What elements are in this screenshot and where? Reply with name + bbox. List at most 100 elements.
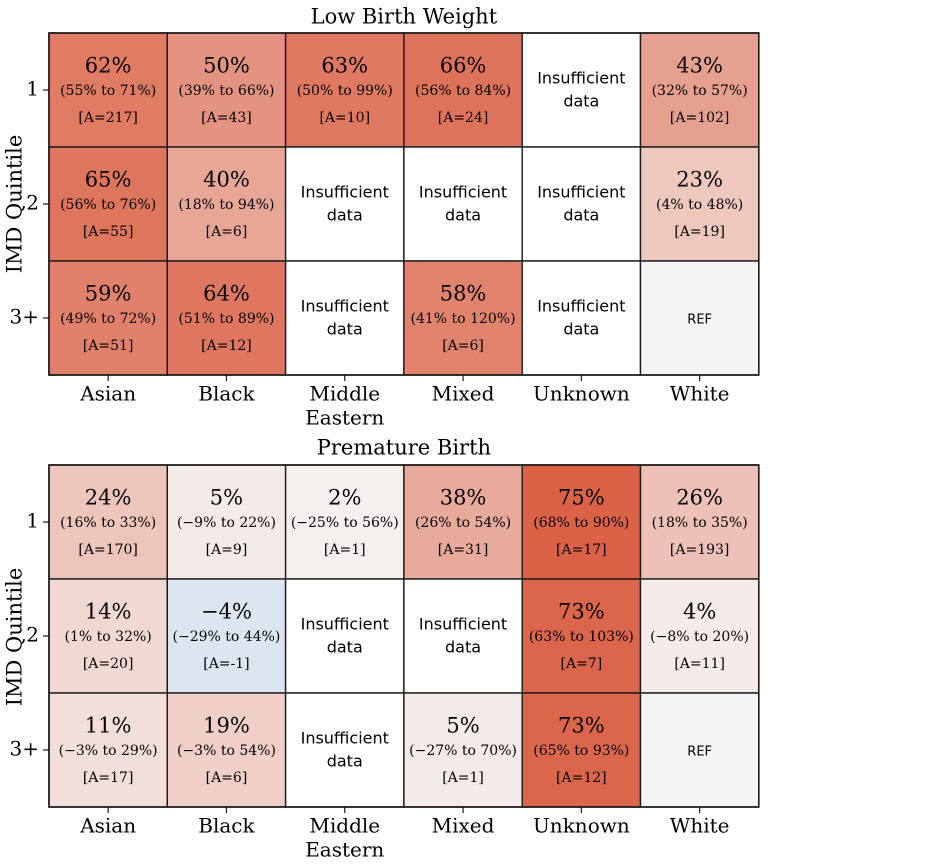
cell-a-label: [A=20] (83, 656, 134, 672)
insufficient-data-label: Insufficient (301, 183, 389, 202)
x-tick-label: White (670, 382, 730, 406)
cell-a-label: [A=12] (556, 770, 607, 786)
heatmap-frame (48, 464, 760, 808)
cell-a-label: [A=55] (83, 224, 134, 240)
cell-ci-label: (39% to 66%) (178, 83, 274, 99)
x-tick-label: Asian (79, 814, 136, 838)
y-tick-label: 1 (26, 509, 39, 533)
x-tick-label: Unknown (533, 382, 630, 406)
cell-value-label: 73% (558, 600, 605, 624)
cell-a-label: [A=217] (78, 110, 138, 126)
cell-value-label: 14% (85, 600, 132, 624)
x-tick-label: Black (198, 382, 255, 406)
cell-ci-label: (56% to 84%) (415, 83, 511, 99)
cell-a-label: [A=11] (674, 656, 725, 672)
heatmap-cell (166, 32, 287, 148)
cell-ci-label: (56% to 76%) (60, 197, 156, 213)
cell-a-label: [A=10] (319, 110, 370, 126)
insufficient-data-label: data (445, 206, 481, 225)
cell-a-label: [A=6] (206, 770, 248, 786)
cell-ci-label: (50% to 99%) (297, 83, 393, 99)
cell-a-label: [A=170] (78, 542, 138, 558)
x-tick-label: Mixed (432, 814, 495, 838)
cell-value-label: 5% (210, 486, 243, 510)
cell-a-label: [A=31] (438, 542, 489, 558)
cell-a-label: [A=19] (674, 224, 725, 240)
cell-value-label: 66% (440, 54, 487, 78)
heatmap-cell (639, 32, 760, 148)
cell-ci-label: (55% to 71%) (60, 83, 156, 99)
cell-value-label: 59% (85, 282, 132, 306)
heatmap-cell (639, 146, 760, 262)
ref-label: REF (687, 313, 712, 328)
y-tick-label: 2 (26, 623, 39, 647)
insufficient-data-label: data (563, 206, 599, 225)
cell-value-label: 38% (440, 486, 487, 510)
cell-ci-label: (51% to 89%) (178, 311, 274, 327)
insufficient-data-label: data (327, 320, 363, 339)
cell-ci-label: (−29% to 44%) (173, 629, 281, 645)
cell-a-label: [A=12] (201, 338, 252, 354)
x-tick-label: Black (198, 814, 255, 838)
cell-value-label: 58% (440, 282, 487, 306)
heatmap-cell (403, 578, 523, 694)
cell-ci-label: (63% to 103%) (529, 629, 634, 645)
x-tick-label: Unknown (533, 814, 630, 838)
heatmap-cell (284, 578, 405, 694)
cell-value-label: 63% (321, 54, 368, 78)
heatmap-cell (48, 464, 169, 580)
cell-value-label: 23% (676, 168, 723, 192)
heatmap-cell (284, 692, 405, 808)
cell-ci-label: (4% to 48%) (656, 197, 743, 213)
insufficient-data-label: data (563, 92, 599, 111)
x-tick-label: White (670, 814, 730, 838)
cell-ci-label: (49% to 72%) (60, 311, 156, 327)
heatmap-cell (639, 260, 760, 376)
heatmap-cell (639, 692, 760, 808)
heatmap-cell (403, 146, 523, 262)
heatmap-cell (521, 146, 642, 262)
cell-value-label: 43% (676, 54, 723, 78)
cell-ci-label: (−3% to 54%) (177, 743, 276, 759)
ref-label: REF (687, 745, 712, 760)
y-tick-label: 3+ (10, 737, 39, 761)
cell-ci-label: (32% to 57%) (652, 83, 748, 99)
cell-a-label: [A=193] (670, 542, 730, 558)
cell-ci-label: (16% to 33%) (60, 515, 156, 531)
heatmap-cell (403, 32, 523, 148)
cell-value-label: 4% (683, 600, 716, 624)
cell-value-label: 50% (203, 54, 250, 78)
insufficient-data-label: Insufficient (419, 615, 507, 634)
cell-value-label: 24% (85, 486, 132, 510)
heatmap-cell (48, 146, 169, 262)
x-tick-label: Asian (79, 382, 136, 406)
heatmap-cell (48, 32, 169, 148)
heatmap-cell (166, 260, 287, 376)
cell-ci-label: (65% to 93%) (533, 743, 629, 759)
cell-a-label: [A=17] (83, 770, 134, 786)
cell-value-label: 26% (676, 486, 723, 510)
cell-ci-label: (18% to 35%) (652, 515, 748, 531)
cell-a-label: [A=51] (83, 338, 134, 354)
heatmap-cell (284, 260, 405, 376)
y-tick-label: 3+ (10, 305, 39, 329)
cell-a-label: [A=17] (556, 542, 607, 558)
cell-ci-label: (−8% to 20%) (650, 629, 749, 645)
x-tick-label: Eastern (305, 838, 384, 862)
cell-value-label: 19% (203, 714, 250, 738)
cell-a-label: [A=9] (206, 542, 248, 558)
insufficient-data-label: Insufficient (301, 615, 389, 634)
cell-a-label: [A=102] (670, 110, 730, 126)
cell-value-label: 2% (328, 486, 361, 510)
insufficient-data-label: data (327, 752, 363, 771)
heatmap-cell (639, 578, 760, 694)
cell-value-label: 73% (558, 714, 605, 738)
cell-a-label: [A=43] (201, 110, 252, 126)
heatmap-cell (521, 692, 642, 808)
cell-ci-label: (1% to 32%) (65, 629, 152, 645)
cell-value-label: 5% (446, 714, 479, 738)
chart-title: Premature Birth (317, 436, 491, 460)
insufficient-data-label: Insufficient (301, 729, 389, 748)
insufficient-data-label: Insufficient (301, 297, 389, 316)
heatmap-cell (403, 464, 523, 580)
